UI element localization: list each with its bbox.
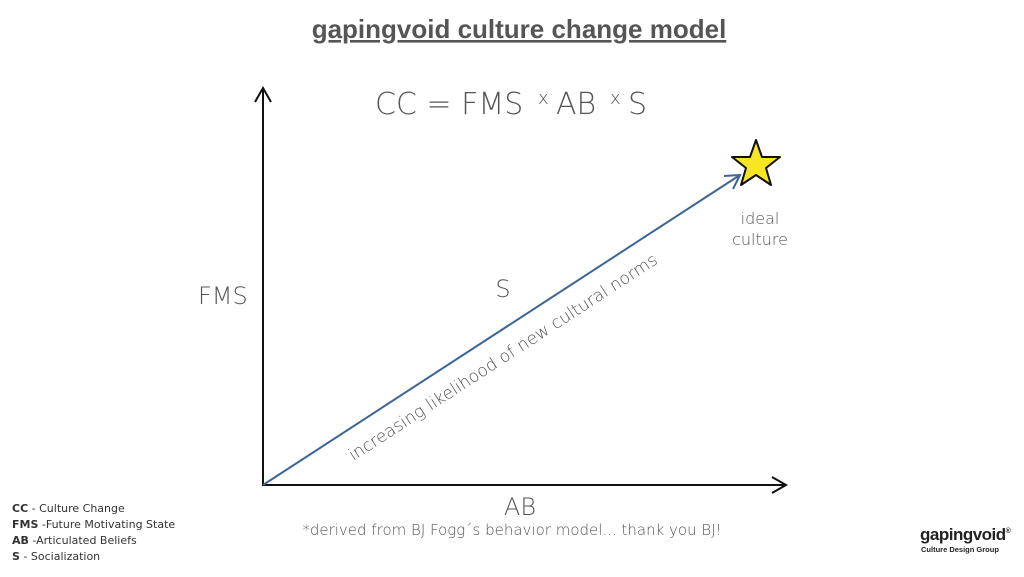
y-axis-label: FMS [198,282,248,310]
legend-text: - Socialization [20,550,100,563]
legend-entry: AB -Articulated Beliefs [12,534,137,547]
formula: CC = FMS x AB x S [375,87,647,122]
footnote: *derived from BJ Fogg´s behavior model..… [302,521,721,539]
legend-entry: FMS -Future Motivating State [12,518,175,531]
logo: gapingvoid® Culture Design Group [920,525,1012,554]
logo-name: gapingvoid® [920,525,1012,544]
legend-text: -Future Motivating State [38,518,175,531]
logo-mark: ® [1006,527,1012,535]
legend-entry: S - Socialization [12,550,100,563]
title: gapingvoid culture change model [312,14,727,44]
y-arrow-head [254,85,272,103]
formula-part: S [628,87,647,122]
target-label: culture [732,230,788,249]
legend-abbr: S [12,550,20,563]
formula-part: x [610,88,621,109]
formula-part: CC = FMS [375,87,523,122]
formula-part: x [538,88,549,109]
x-arrow-head [771,476,789,494]
diagonal-arrow-head [723,173,742,190]
legend-abbr: AB [12,534,29,547]
legend-text: - Culture Change [28,502,125,515]
legend-entry: CC - Culture Change [12,502,125,515]
diagonal-arrow [262,173,742,486]
x-axis-label: AB [504,493,536,521]
axes [254,85,789,494]
star [731,139,781,186]
target-label: ideal [741,209,780,228]
diagonal-line [262,174,741,486]
legend-abbr: CC [12,502,28,515]
formula-part: AB [556,87,596,122]
center-label: S [495,275,510,303]
logo-tagline: Culture Design Group [921,545,999,554]
logo-word: gapingvoid [920,525,1006,544]
legend: CC - Culture Change FMS -Future Motivati… [12,502,175,563]
legend-abbr: FMS [12,518,38,531]
legend-text: -Articulated Beliefs [29,534,137,547]
